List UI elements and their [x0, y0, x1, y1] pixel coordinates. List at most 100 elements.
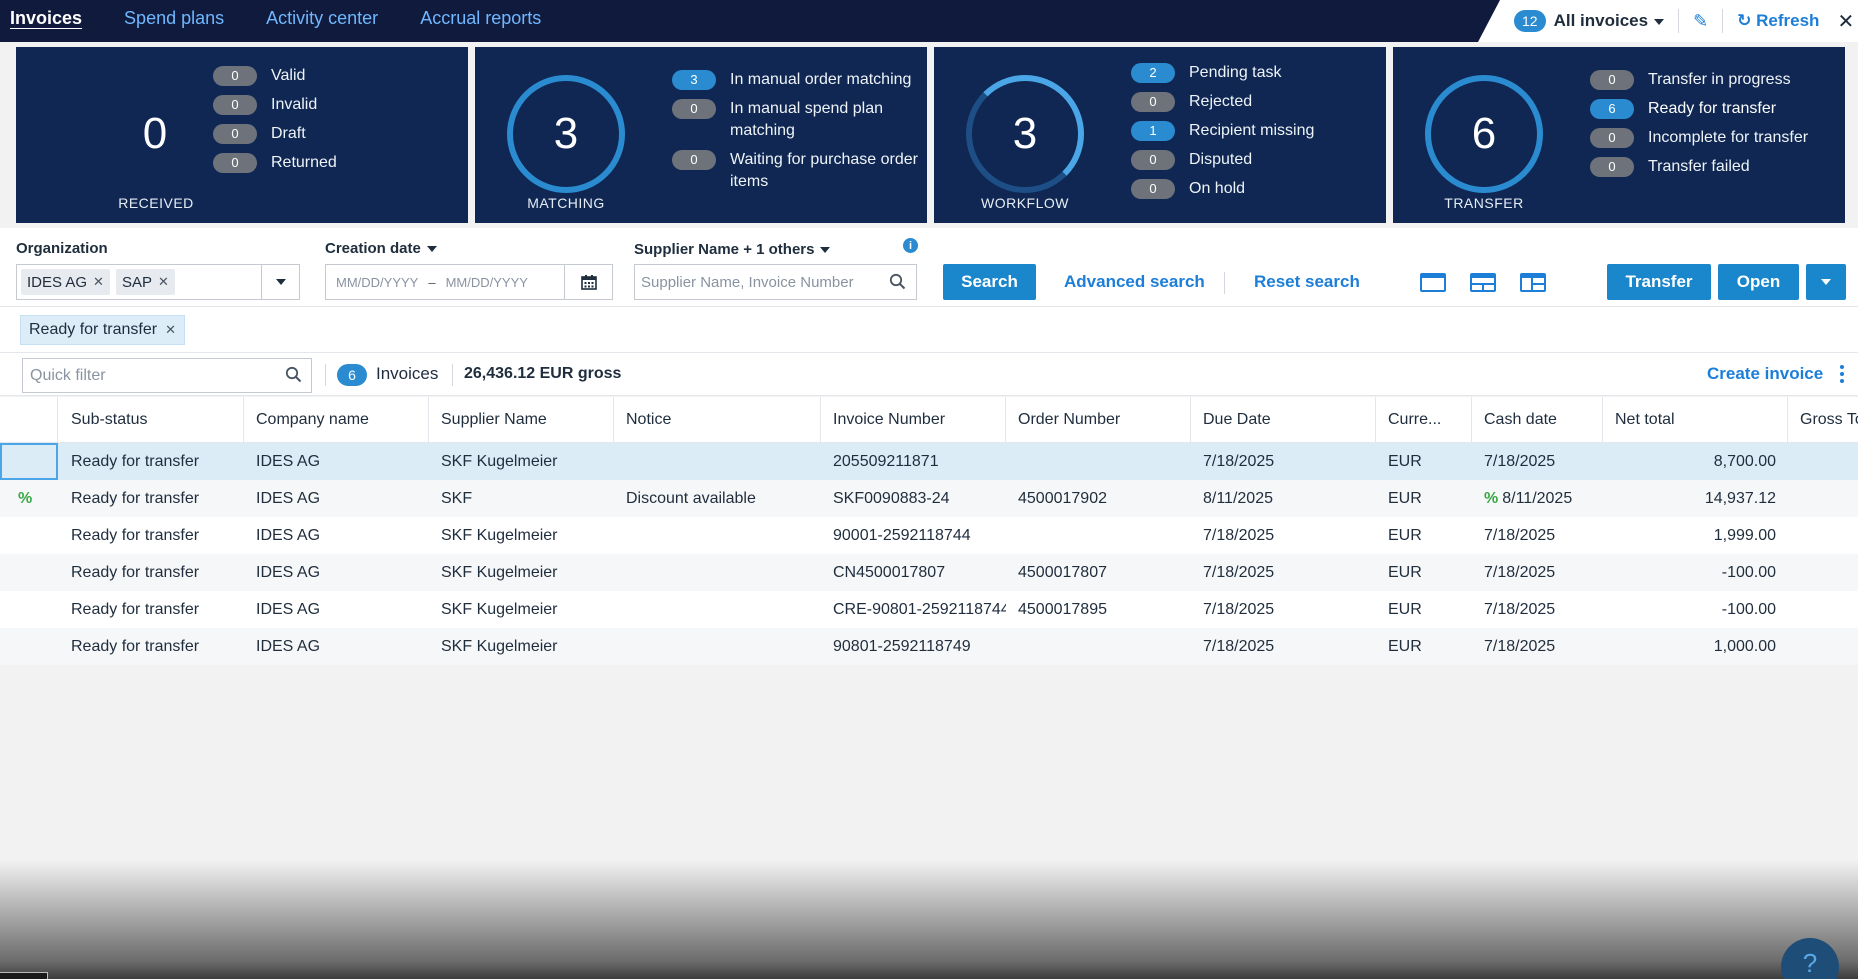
- tile-matching[interactable]: 3 MATCHING 3 In manual order matching 0 In…: [475, 47, 927, 223]
- table-row[interactable]: Ready for transfer IDES AG SKF Kugelmeie…: [0, 554, 1858, 591]
- cell-gross-total: [1788, 554, 1858, 591]
- column-header-due-date[interactable]: Due Date: [1191, 397, 1376, 442]
- reset-search-link[interactable]: Reset search: [1254, 272, 1360, 291]
- cell-notice: [614, 591, 821, 628]
- close-icon[interactable]: ✕: [1837, 10, 1855, 33]
- column-header-invoice-number[interactable]: Invoice Number: [821, 397, 1006, 442]
- window-corner: [0, 972, 48, 979]
- table-row[interactable]: Ready for transfer IDES AG SKF Kugelmeie…: [0, 591, 1858, 628]
- column-header-cash-date[interactable]: Cash date: [1472, 397, 1603, 442]
- refresh-button[interactable]: ↻ Refresh: [1737, 11, 1820, 30]
- search-button[interactable]: Search: [943, 264, 1036, 300]
- calendar-icon[interactable]: [564, 265, 612, 299]
- filter-chip[interactable]: Ready for transfer ✕: [20, 315, 185, 345]
- date-to-input[interactable]: MM/DD/YYYY: [445, 274, 528, 290]
- invoice-table: Sub-status Company name Supplier Name No…: [0, 397, 1858, 665]
- column-header-notice[interactable]: Notice: [614, 397, 821, 442]
- cell-cash-date: 7/18/2025: [1484, 563, 1556, 581]
- cell-company-name: IDES AG: [256, 600, 321, 618]
- info-icon[interactable]: i: [903, 238, 918, 253]
- open-button[interactable]: Open: [1718, 264, 1799, 300]
- column-header-order-number[interactable]: Order Number: [1006, 397, 1191, 442]
- remove-filter-icon[interactable]: ✕: [165, 322, 176, 337]
- status-item-waiting-po-items[interactable]: 0 Waiting for purchase order items: [672, 149, 922, 193]
- divider: [452, 364, 453, 386]
- date-from-input[interactable]: MM/DD/YYYY: [336, 274, 419, 290]
- status-item-ready-for-transfer[interactable]: 6 Ready for transfer: [1590, 98, 1840, 120]
- chevron-down-icon: [1654, 18, 1665, 25]
- cell-due-date: 7/18/2025: [1203, 452, 1275, 470]
- cell-company-name: IDES AG: [256, 563, 321, 581]
- invoice-count-badge: 6: [337, 364, 367, 386]
- supplier-search-input[interactable]: Supplier Name, Invoice Number: [634, 264, 917, 300]
- layout-split-horizontal-icon[interactable]: [1470, 273, 1496, 292]
- organization-dropdown-button[interactable]: [261, 265, 299, 299]
- tile-received[interactable]: 0 RECEIVED 0 Valid 0 Invalid 0 Draft 0 Retur…: [16, 47, 468, 223]
- column-header-supplier-name[interactable]: Supplier Name: [429, 397, 614, 442]
- status-item-transfer-failed[interactable]: 0 Transfer failed: [1590, 156, 1840, 178]
- status-item-incomplete-for-transfer[interactable]: 0 Incomplete for transfer: [1590, 127, 1840, 149]
- view-toolbar: 12 All invoices ✎ ↻ Refresh ✕: [1478, 0, 1858, 42]
- view-selector[interactable]: All invoices: [1554, 11, 1665, 31]
- tile-items: 0 Valid 0 Invalid 0 Draft 0 Returned: [213, 65, 463, 181]
- status-item-returned[interactable]: 0 Returned: [213, 152, 463, 174]
- tile-items: 0 Transfer in progress 6 Ready for transfe…: [1590, 69, 1840, 185]
- status-item-draft[interactable]: 0 Draft: [213, 123, 463, 145]
- supplier-field-label[interactable]: Supplier Name + 1 others: [634, 241, 831, 258]
- create-invoice-link[interactable]: Create invoice: [1707, 364, 1824, 383]
- open-options-button[interactable]: [1806, 264, 1846, 300]
- more-options-icon[interactable]: [1840, 365, 1844, 386]
- status-item-rejected[interactable]: 0 Rejected: [1131, 91, 1381, 113]
- view-count-badge: 12: [1514, 10, 1546, 32]
- status-item-invalid[interactable]: 0 Invalid: [213, 94, 463, 116]
- status-item-disputed[interactable]: 0 Disputed: [1131, 149, 1381, 171]
- date-range-separator: –: [428, 274, 436, 290]
- tab-activity-center[interactable]: Activity center: [266, 8, 379, 28]
- tile-transfer[interactable]: 6 TRANSFER 0 Transfer in progress 6 Ready …: [1393, 47, 1845, 223]
- creation-date-label[interactable]: Creation date: [325, 240, 437, 257]
- status-item-valid[interactable]: 0 Valid: [213, 65, 463, 87]
- search-panel: Organization IDES AG ✕ SAP ✕ Creation date…: [0, 228, 1858, 306]
- table-row[interactable]: Ready for transfer IDES AG SKF Kugelmeie…: [0, 628, 1858, 665]
- quick-filter-input[interactable]: Quick filter: [22, 358, 312, 393]
- advanced-search-link[interactable]: Advanced search: [1064, 272, 1205, 291]
- cell-sub-status: Ready for transfer: [71, 489, 200, 507]
- tab-accrual-reports[interactable]: Accrual reports: [420, 8, 542, 28]
- table-row[interactable]: % Ready for transfer IDES AG SKF Discoun…: [0, 480, 1858, 517]
- column-header-company-name[interactable]: Company name: [244, 397, 429, 442]
- status-item-transfer-in-progress[interactable]: 0 Transfer in progress: [1590, 69, 1840, 91]
- column-header-currency[interactable]: Curre...: [1376, 397, 1472, 442]
- cell-sub-status: Ready for transfer: [71, 600, 200, 618]
- discount-icon: %: [1484, 489, 1499, 507]
- remove-token-icon[interactable]: ✕: [157, 274, 169, 289]
- tab-invoices[interactable]: Invoices: [10, 8, 83, 28]
- cell-order-number: [1006, 628, 1191, 665]
- tab-spend-plans[interactable]: Spend plans: [124, 8, 225, 28]
- pencil-icon[interactable]: ✎: [1693, 10, 1709, 31]
- status-item-on-hold[interactable]: 0 On hold: [1131, 178, 1381, 200]
- table-row[interactable]: Ready for transfer IDES AG SKF Kugelmeie…: [0, 443, 1858, 480]
- cell-notice: [614, 443, 821, 480]
- tile-value: 6: [1425, 75, 1543, 193]
- layout-single-icon[interactable]: [1420, 273, 1446, 292]
- column-header-icon: [0, 397, 58, 442]
- table-row[interactable]: Ready for transfer IDES AG SKF Kugelmeie…: [0, 517, 1858, 554]
- help-icon[interactable]: ?: [1781, 938, 1839, 979]
- tile-workflow[interactable]: 3 WORKFLOW 2 Pending task 0 Rejected 1 Reci…: [934, 47, 1386, 223]
- cell-gross-total: [1788, 517, 1858, 554]
- column-header-net-total[interactable]: Net total: [1603, 397, 1788, 442]
- status-item-pending-task[interactable]: 2 Pending task: [1131, 62, 1381, 84]
- status-item-manual-order-matching[interactable]: 3 In manual order matching: [672, 69, 922, 91]
- organization-field[interactable]: IDES AG ✕ SAP ✕: [16, 264, 300, 300]
- remove-token-icon[interactable]: ✕: [93, 274, 104, 289]
- kpi-tiles: 0 RECEIVED 0 Valid 0 Invalid 0 Draft 0 Retur…: [16, 47, 1846, 223]
- transfer-button[interactable]: Transfer: [1607, 264, 1711, 300]
- cell-supplier-name: SKF Kugelmeier: [441, 600, 558, 618]
- column-header-sub-status[interactable]: Sub-status: [58, 397, 244, 442]
- layout-split-vertical-icon[interactable]: [1520, 273, 1546, 292]
- column-header-gross-total[interactable]: Gross To: [1800, 410, 1858, 428]
- status-item-recipient-missing[interactable]: 1 Recipient missing: [1131, 120, 1381, 142]
- cell-company-name: IDES AG: [256, 637, 321, 655]
- cell-supplier-name: SKF Kugelmeier: [441, 637, 558, 655]
- status-item-manual-spend-plan-matching[interactable]: 0 In manual spend plan matching: [672, 98, 922, 142]
